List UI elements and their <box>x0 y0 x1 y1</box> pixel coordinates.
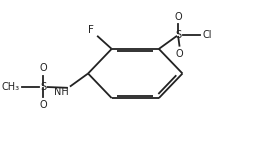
Text: Cl: Cl <box>203 30 212 40</box>
Text: F: F <box>88 25 94 35</box>
Text: O: O <box>175 11 182 21</box>
Text: NH: NH <box>54 87 69 97</box>
Text: O: O <box>40 100 47 110</box>
Text: S: S <box>40 82 46 92</box>
Text: O: O <box>40 63 47 73</box>
Text: CH₃: CH₃ <box>2 82 20 92</box>
Text: O: O <box>176 49 183 59</box>
Text: S: S <box>175 30 181 40</box>
